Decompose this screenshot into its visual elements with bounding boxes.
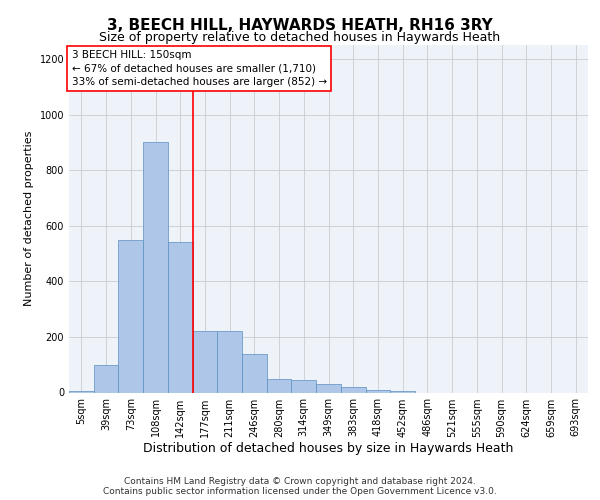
Bar: [316, 384, 341, 392]
Bar: [143, 142, 168, 392]
Text: Contains HM Land Registry data © Crown copyright and database right 2024.
Contai: Contains HM Land Registry data © Crown c…: [103, 476, 497, 496]
Bar: [242, 354, 267, 393]
X-axis label: Distribution of detached houses by size in Haywards Heath: Distribution of detached houses by size …: [143, 442, 514, 456]
Bar: [217, 332, 242, 392]
Bar: [292, 380, 316, 392]
Bar: [69, 391, 94, 392]
Bar: [365, 390, 390, 392]
Bar: [94, 364, 118, 392]
Bar: [168, 242, 193, 392]
Bar: [267, 378, 292, 392]
Bar: [193, 332, 217, 392]
Text: 3, BEECH HILL, HAYWARDS HEATH, RH16 3RY: 3, BEECH HILL, HAYWARDS HEATH, RH16 3RY: [107, 18, 493, 32]
Bar: [118, 240, 143, 392]
Bar: [341, 387, 365, 392]
Y-axis label: Number of detached properties: Number of detached properties: [24, 131, 34, 306]
Bar: [390, 391, 415, 392]
Text: Size of property relative to detached houses in Haywards Heath: Size of property relative to detached ho…: [100, 31, 500, 44]
Text: 3 BEECH HILL: 150sqm
← 67% of detached houses are smaller (1,710)
33% of semi-de: 3 BEECH HILL: 150sqm ← 67% of detached h…: [71, 50, 327, 86]
